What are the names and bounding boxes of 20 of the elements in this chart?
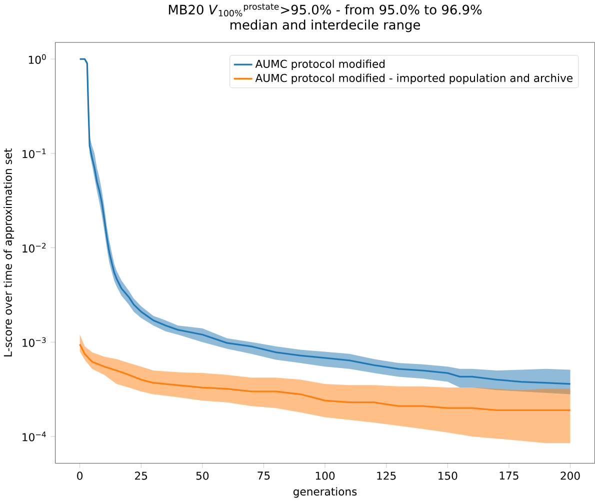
x-tick-label: 50 [196, 472, 209, 480]
x-tick-label: 175 [500, 472, 518, 480]
x-tick-label: 200 [560, 472, 580, 480]
x-tick-label: 25 [135, 472, 148, 480]
x-tick-label: 125 [377, 472, 396, 480]
legend-label: AUMC protocol modified [255, 59, 385, 70]
y-tick-label: 10$^{−3}$ [22, 337, 46, 347]
y-axis-title: L-score over time of approximation set [4, 148, 14, 356]
y-tick-label: 10$^{−1}$ [22, 148, 46, 158]
y-tick-label: 10$^{−4}$ [22, 432, 46, 442]
x-tick-label: 150 [438, 472, 458, 480]
chart-title: MB20 V$_{100%}$$^{prostate}$>95.0% - from 95.0% to 96.9% [168, 3, 482, 16]
y-tick-label: 10$^{−2}$ [22, 242, 46, 252]
x-axis-title: generations [293, 487, 357, 498]
x-tick-label: 75 [258, 472, 270, 480]
x-tick-label: 100 [316, 472, 335, 480]
y-tick-label: 10$^{0}$ [28, 54, 46, 64]
x-tick-label: 0 [77, 472, 83, 480]
legend-label: AUMC protocol modified - imported population and archive [255, 74, 572, 84]
chart-subtitle: median and interdecile range [230, 19, 420, 32]
